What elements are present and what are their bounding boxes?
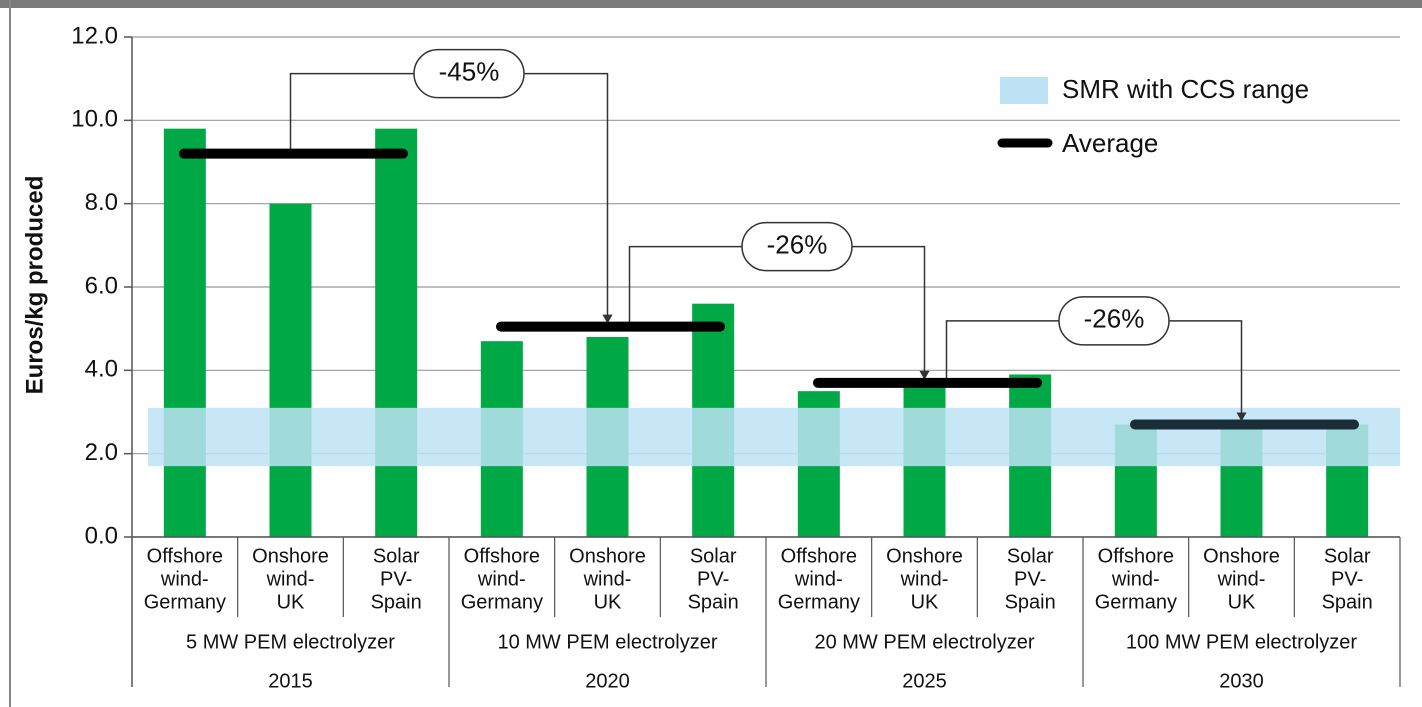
arrow-head [1236, 412, 1247, 422]
group-label: 20 MW PEM electrolyzer [814, 631, 1034, 653]
x-tick-label: Germany [778, 591, 860, 613]
y-tick-label: 2.0 [85, 439, 118, 466]
arrow-head [602, 314, 613, 324]
bar [269, 203, 312, 537]
legend-label: Average [1062, 128, 1158, 158]
group-year: 2020 [585, 670, 630, 692]
arrow-head [919, 370, 930, 380]
top-border [0, 0, 1422, 8]
legend-label: SMR with CCS range [1062, 74, 1309, 104]
x-tick-label: Offshore [147, 545, 223, 567]
annotation: -26% [1084, 304, 1145, 334]
y-tick-label: 6.0 [85, 272, 118, 299]
x-tick-label: wind- [1111, 568, 1160, 590]
x-tick-label: UK [594, 591, 622, 613]
x-tick-label: PV- [1014, 568, 1046, 590]
x-tick-label: Offshore [1098, 545, 1174, 567]
x-tick-label: PV- [697, 568, 729, 590]
x-tick-label: Germany [1095, 591, 1177, 613]
y-tick-label: 8.0 [85, 189, 118, 216]
annotation-box [741, 221, 853, 272]
x-tick-label: wind- [583, 568, 632, 590]
x-tick-label: UK [1228, 591, 1256, 613]
x-tick-label: Spain [1322, 591, 1373, 613]
x-tick-label: Spain [1005, 591, 1056, 613]
annotation-box [1058, 296, 1170, 346]
group-label: 100 MW PEM electrolyzer [1126, 631, 1358, 653]
x-tick-label: wind- [794, 568, 843, 590]
x-tick-label: wind- [477, 568, 526, 590]
group-year: 2015 [268, 670, 313, 692]
y-axis-label: Euros/kg produced [21, 176, 48, 395]
group-label: 10 MW PEM electrolyzer [497, 631, 717, 653]
x-tick-label: Solar [690, 545, 737, 567]
x-tick-label: Solar [1324, 545, 1371, 567]
y-tick-label: 0.0 [85, 522, 118, 549]
x-tick-label: Offshore [781, 545, 857, 567]
group-year: 2030 [1219, 670, 1264, 692]
annotation: -45% [439, 57, 500, 87]
x-tick-label: UK [277, 591, 305, 613]
x-tick-label: Spain [371, 591, 422, 613]
x-tick-label: Offshore [464, 545, 540, 567]
range-band [148, 407, 1400, 467]
legend-swatch [1000, 77, 1048, 104]
x-tick-label: Solar [1007, 545, 1054, 567]
x-tick-label: Germany [144, 591, 226, 613]
x-tick-label: PV- [1331, 568, 1363, 590]
group-year: 2025 [902, 670, 947, 692]
group-label: 5 MW PEM electrolyzer [186, 631, 395, 653]
x-tick-label: wind- [1217, 568, 1266, 590]
connector [289, 72, 609, 319]
y-tick-label: 10.0 [71, 106, 118, 133]
x-tick-label: wind- [266, 568, 315, 590]
x-tick-label: UK [911, 591, 939, 613]
x-tick-label: Onshore [252, 545, 329, 567]
x-tick-label: wind- [900, 568, 949, 590]
y-tick-label: 4.0 [85, 356, 118, 383]
x-tick-label: wind- [160, 568, 209, 590]
x-tick-label: Solar [373, 545, 420, 567]
x-tick-label: Onshore [886, 545, 963, 567]
x-tick-label: Germany [461, 591, 543, 613]
x-tick-label: Onshore [1203, 545, 1280, 567]
bar [375, 128, 418, 537]
x-tick-label: Spain [688, 591, 739, 613]
annotation-box [413, 48, 525, 99]
annotation: -26% [767, 229, 828, 259]
x-tick-label: PV- [380, 568, 412, 590]
x-tick-label: Onshore [569, 545, 646, 567]
bar [163, 128, 206, 537]
y-tick-label: 12.0 [71, 22, 118, 49]
